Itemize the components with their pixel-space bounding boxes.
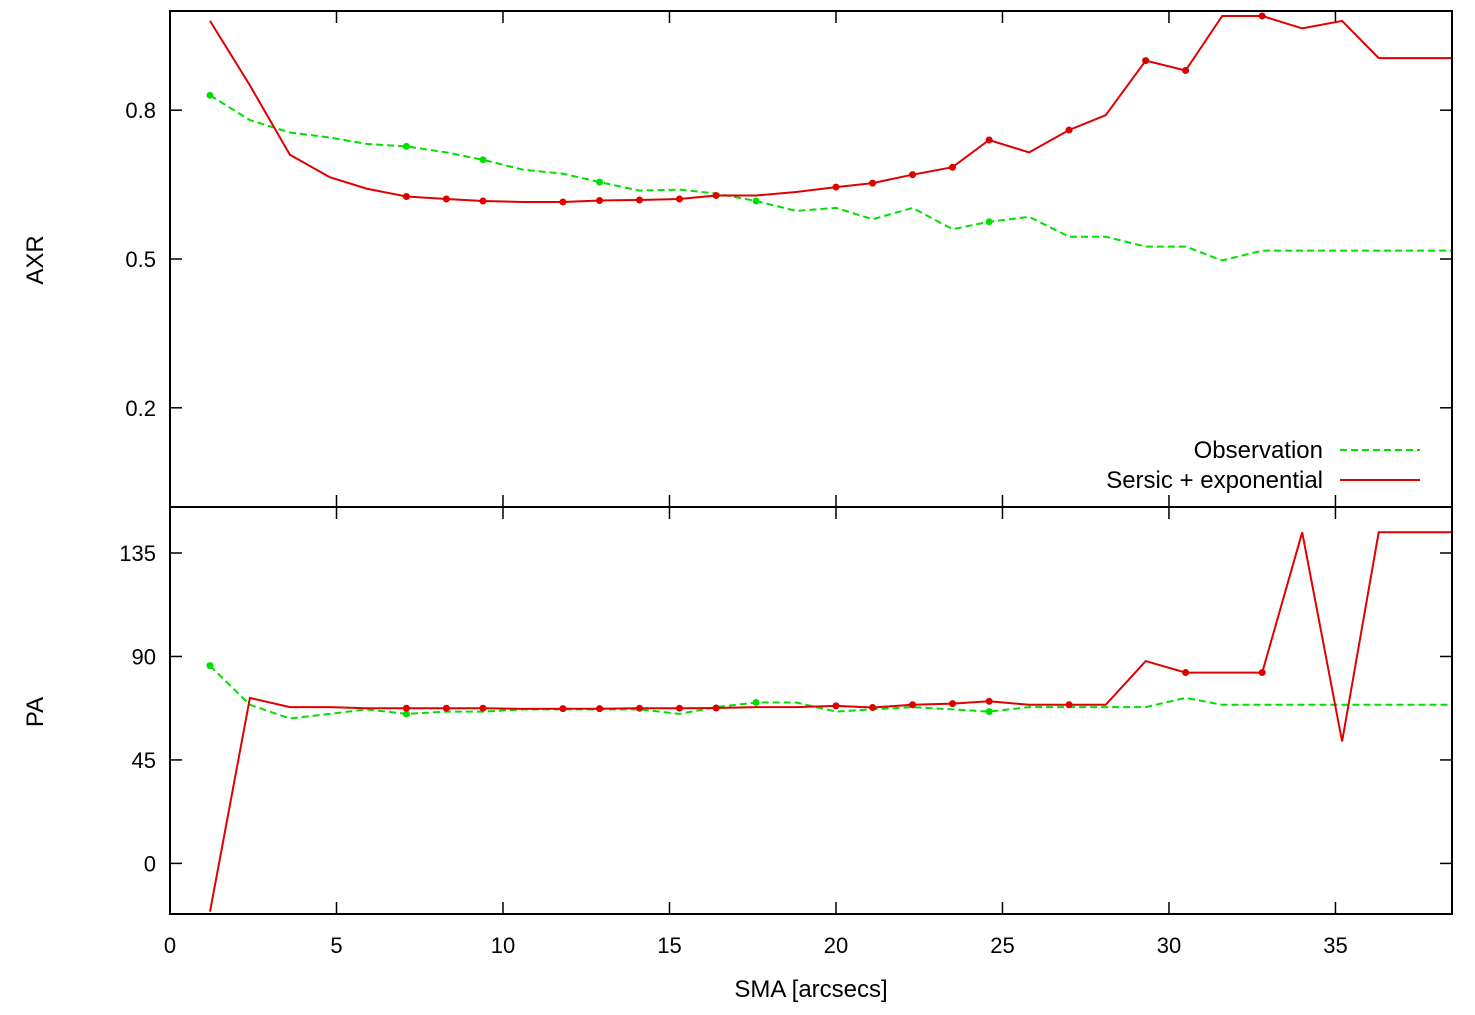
axr-point-sersic-exponential	[1182, 67, 1190, 75]
axr-point-sersic-exponential	[985, 136, 993, 144]
x-tick-label: 20	[824, 933, 848, 958]
axr-point-sersic-exponential	[559, 198, 567, 206]
axr-point-sersic-exponential	[1142, 57, 1150, 65]
axr-point-sersic-exponential	[1258, 12, 1266, 20]
axr-point-sersic-exponential	[442, 195, 450, 203]
axr-point-observation	[985, 218, 993, 226]
pa-point-observation	[206, 662, 214, 670]
x-tick-label: 30	[1157, 933, 1181, 958]
pa-point-sersic-exponential	[712, 704, 720, 712]
pa-point-sersic-exponential	[909, 701, 917, 709]
pa-panel: 0 45 90 135 0 5 10 15 20 25 30 35	[119, 506, 1453, 958]
axr-point-sersic-exponential	[832, 183, 840, 191]
x-tick-label: 25	[990, 933, 1014, 958]
pa-point-sersic-exponential	[949, 700, 957, 708]
axr-point-sersic-exponential	[636, 196, 644, 204]
axr-point-sersic-exponential	[402, 193, 410, 201]
x-tick-label: 15	[657, 933, 681, 958]
pa-line-observation	[209, 664, 1452, 720]
pa-frame	[169, 506, 1453, 915]
axr-point-observation	[206, 91, 214, 99]
pa-point-sersic-exponential	[402, 704, 410, 712]
axr-frame	[169, 10, 1453, 508]
axr-point-sersic-exponential	[909, 171, 917, 179]
pa-point-observation	[752, 698, 760, 706]
axr-series-group	[206, 12, 1452, 262]
axr-axis-label: AXR	[22, 235, 49, 284]
pa-point-sersic-exponential	[832, 702, 840, 710]
pa-point-observation	[985, 708, 993, 716]
axr-ytick-label: 0.8	[125, 98, 156, 123]
pa-ytick-label: 45	[132, 748, 156, 773]
axr-point-sersic-exponential	[869, 179, 877, 187]
x-tick-label: 0	[164, 933, 176, 958]
x-tick-label: 5	[330, 933, 342, 958]
pa-point-sersic-exponential	[1182, 669, 1190, 677]
pa-point-sersic-exponential	[442, 704, 450, 712]
pa-point-sersic-exponential	[1258, 669, 1266, 677]
pa-point-sersic-exponential	[596, 705, 604, 713]
pa-point-sersic-exponential	[479, 704, 487, 712]
axr-point-sersic-exponential	[675, 195, 683, 203]
axr-point-sersic-exponential	[596, 196, 604, 204]
pa-axis-label: PA	[22, 697, 49, 727]
legend-label-observation: Observation	[1194, 437, 1323, 464]
pa-point-sersic-exponential	[675, 704, 683, 712]
pa-ytick-label: 90	[132, 644, 156, 669]
x-tick-label: 10	[491, 933, 515, 958]
axr-point-observation	[402, 142, 410, 150]
axr-line-sersic-exponential	[209, 15, 1452, 203]
axr-point-sersic-exponential	[712, 192, 720, 200]
legend-label-sersic-exponential: Sersic + exponential	[1106, 467, 1323, 494]
axr-point-sersic-exponential	[1065, 126, 1073, 134]
sma-axis-label: SMA [arcsecs]	[734, 976, 887, 1003]
axr-line-observation	[209, 94, 1452, 262]
axr-point-observation	[479, 156, 487, 164]
axr-panel: 0.2 0.5 0.8	[125, 10, 1453, 508]
pa-series-group	[206, 531, 1452, 912]
pa-point-observation	[402, 710, 410, 718]
pa-point-sersic-exponential	[985, 697, 993, 705]
axr-point-observation	[752, 197, 760, 205]
pa-point-sersic-exponential	[869, 704, 877, 712]
pa-line-sersic-exponential	[209, 531, 1452, 912]
axr-point-sersic-exponential	[949, 163, 957, 171]
legend: Observation Sersic + exponential	[1106, 437, 1420, 494]
pa-point-sersic-exponential	[636, 704, 644, 712]
axr-ytick-label: 0.5	[125, 247, 156, 272]
pa-ytick-label: 135	[119, 541, 156, 566]
axr-point-sersic-exponential	[479, 197, 487, 205]
axr-ytick-label: 0.2	[125, 396, 156, 421]
axr-point-observation	[596, 178, 604, 186]
pa-point-sersic-exponential	[559, 705, 567, 713]
pa-point-sersic-exponential	[1065, 701, 1073, 709]
x-tick-label: 35	[1323, 933, 1347, 958]
pa-ytick-label: 0	[144, 851, 156, 876]
